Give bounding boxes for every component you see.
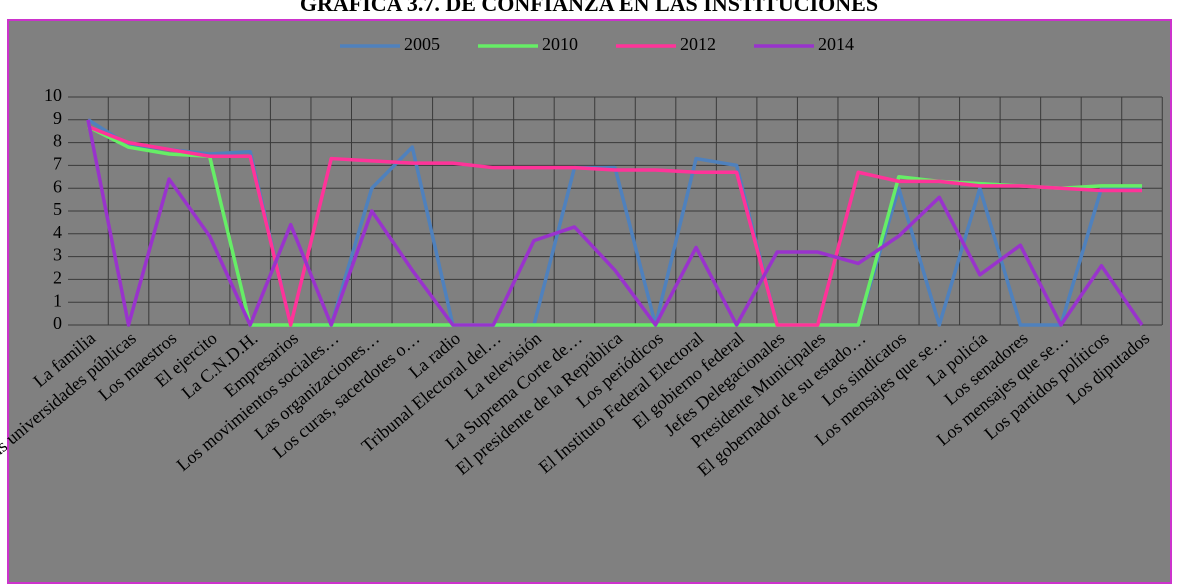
y-tick-label: 4 [53, 222, 62, 242]
chart-area [7, 19, 1172, 584]
series-line [86, 119, 1144, 327]
y-tick-label: 7 [53, 154, 62, 174]
y-tick-label: 0 [53, 313, 62, 333]
legend-label: 2014 [818, 34, 854, 54]
y-tick-label: 10 [44, 85, 62, 105]
y-tick-label: 5 [53, 199, 62, 219]
chart-title: GRÁFICA 3.7. DE CONFIANZA EN LAS INSTITU… [300, 0, 878, 16]
legend-label: 2012 [680, 34, 716, 54]
y-tick-label: 8 [53, 131, 62, 151]
series-line [87, 125, 1142, 327]
y-tick-label: 6 [53, 176, 62, 196]
y-tick-label: 3 [53, 245, 62, 265]
legend-label: 2005 [404, 34, 440, 54]
y-tick-label: 2 [53, 268, 62, 288]
legend-label: 2010 [542, 34, 578, 54]
y-tick-label: 9 [53, 108, 62, 128]
y-tick-label: 1 [53, 290, 62, 310]
